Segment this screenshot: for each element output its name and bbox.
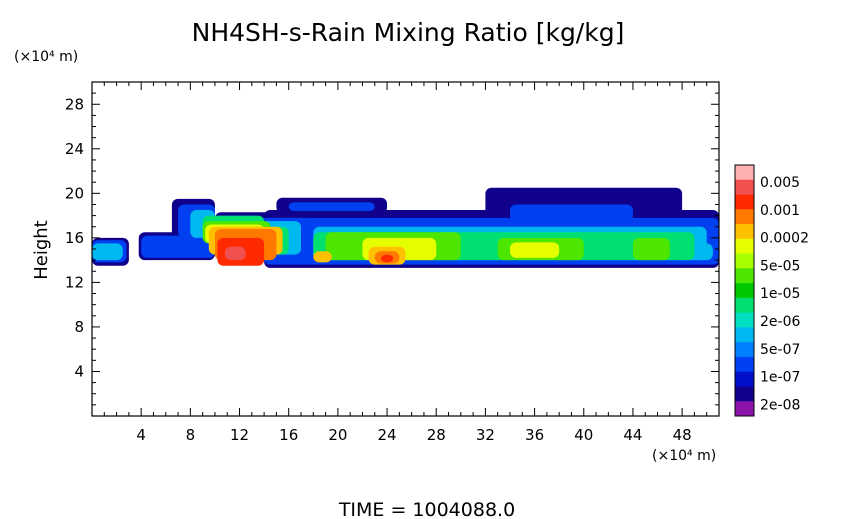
x-tick-label: 20 [328, 426, 347, 444]
x-tick-label: 36 [525, 426, 544, 444]
colorbar-swatch [735, 371, 754, 387]
time-stamp: TIME = 1004088.0 [338, 499, 515, 519]
y-tick-label: 20 [65, 184, 84, 202]
colorbar-label: 0.001 [760, 203, 800, 219]
colorbar-labels: 0.005 0.001 0.0002 5e-05 1e-05 2e-06 5e-07 1e-0… [760, 175, 809, 413]
y-tick-label: 16 [65, 229, 84, 247]
colorbar-swatch [735, 209, 754, 225]
colorbar-swatch [735, 194, 754, 210]
colorbar-swatch [735, 327, 754, 343]
contour-region [92, 243, 123, 261]
contour-region [141, 235, 215, 258]
colorbar-swatch [735, 179, 754, 196]
x-tick-label: 40 [574, 426, 593, 444]
colorbar-frame [734, 164, 755, 417]
colorbar-swatch [735, 342, 754, 358]
colorbar-swatch [735, 356, 754, 373]
colorbar-label: 0.0002 [760, 231, 809, 247]
x-tick-label: 8 [186, 426, 196, 444]
x-tick-label: 24 [378, 426, 397, 444]
y-tick-label: 8 [74, 318, 84, 336]
contour-region [224, 246, 246, 261]
colorbar-swatch [735, 253, 754, 269]
colorbar-swatch [735, 268, 754, 284]
axis-ticks [92, 82, 719, 416]
y-axis-unit: (×10⁴ m) [14, 49, 78, 65]
colorbar-label: 1e-07 [760, 370, 800, 386]
x-tick-label: 44 [623, 426, 642, 444]
colorbar-label: 2e-06 [760, 314, 800, 330]
contour-region [510, 242, 560, 258]
chart-title: NH4SH-s-Rain Mixing Ratio [kg/kg] [192, 18, 625, 47]
x-tick-label: 28 [427, 426, 446, 444]
contour-region [510, 204, 633, 222]
colorbar-label: 0.005 [760, 175, 800, 191]
y-tick-label: 4 [74, 362, 84, 380]
plot-data-layer [92, 187, 719, 268]
colorbar-swatch [735, 224, 754, 240]
y-tick-label: 24 [65, 140, 84, 158]
contour-region [288, 202, 375, 212]
x-tick-label: 32 [476, 426, 495, 444]
y-tick-labels: 4 8 12 16 20 24 28 [65, 95, 84, 380]
contour-region [380, 254, 394, 263]
x-tick-labels: 4 8 12 16 20 24 28 32 36 40 44 48 [136, 426, 691, 444]
x-tick-label: 16 [279, 426, 298, 444]
colorbar-swatch [735, 238, 754, 255]
x-tick-label: 4 [136, 426, 146, 444]
colorbar [734, 164, 755, 417]
x-tick-label: 48 [673, 426, 692, 444]
colorbar-swatch [735, 283, 754, 299]
x-axis-unit: (×10⁴ m) [652, 448, 716, 464]
y-tick-label: 12 [65, 273, 84, 291]
colorbar-label: 5e-05 [760, 258, 800, 274]
colorbar-label: 5e-07 [760, 342, 800, 358]
colorbar-swatch [735, 165, 754, 181]
y-axis-label: Height [31, 220, 52, 280]
contour-region [313, 251, 332, 263]
colorbar-label: 2e-08 [760, 397, 800, 413]
colorbar-swatch [735, 312, 754, 328]
colorbar-swatch [735, 386, 754, 402]
colorbar-swatch [735, 401, 754, 417]
x-tick-label: 12 [230, 426, 249, 444]
y-tick-label: 28 [65, 95, 84, 113]
contour-region [632, 237, 670, 261]
colorbar-swatch [735, 297, 754, 314]
colorbar-label: 1e-05 [760, 286, 800, 302]
